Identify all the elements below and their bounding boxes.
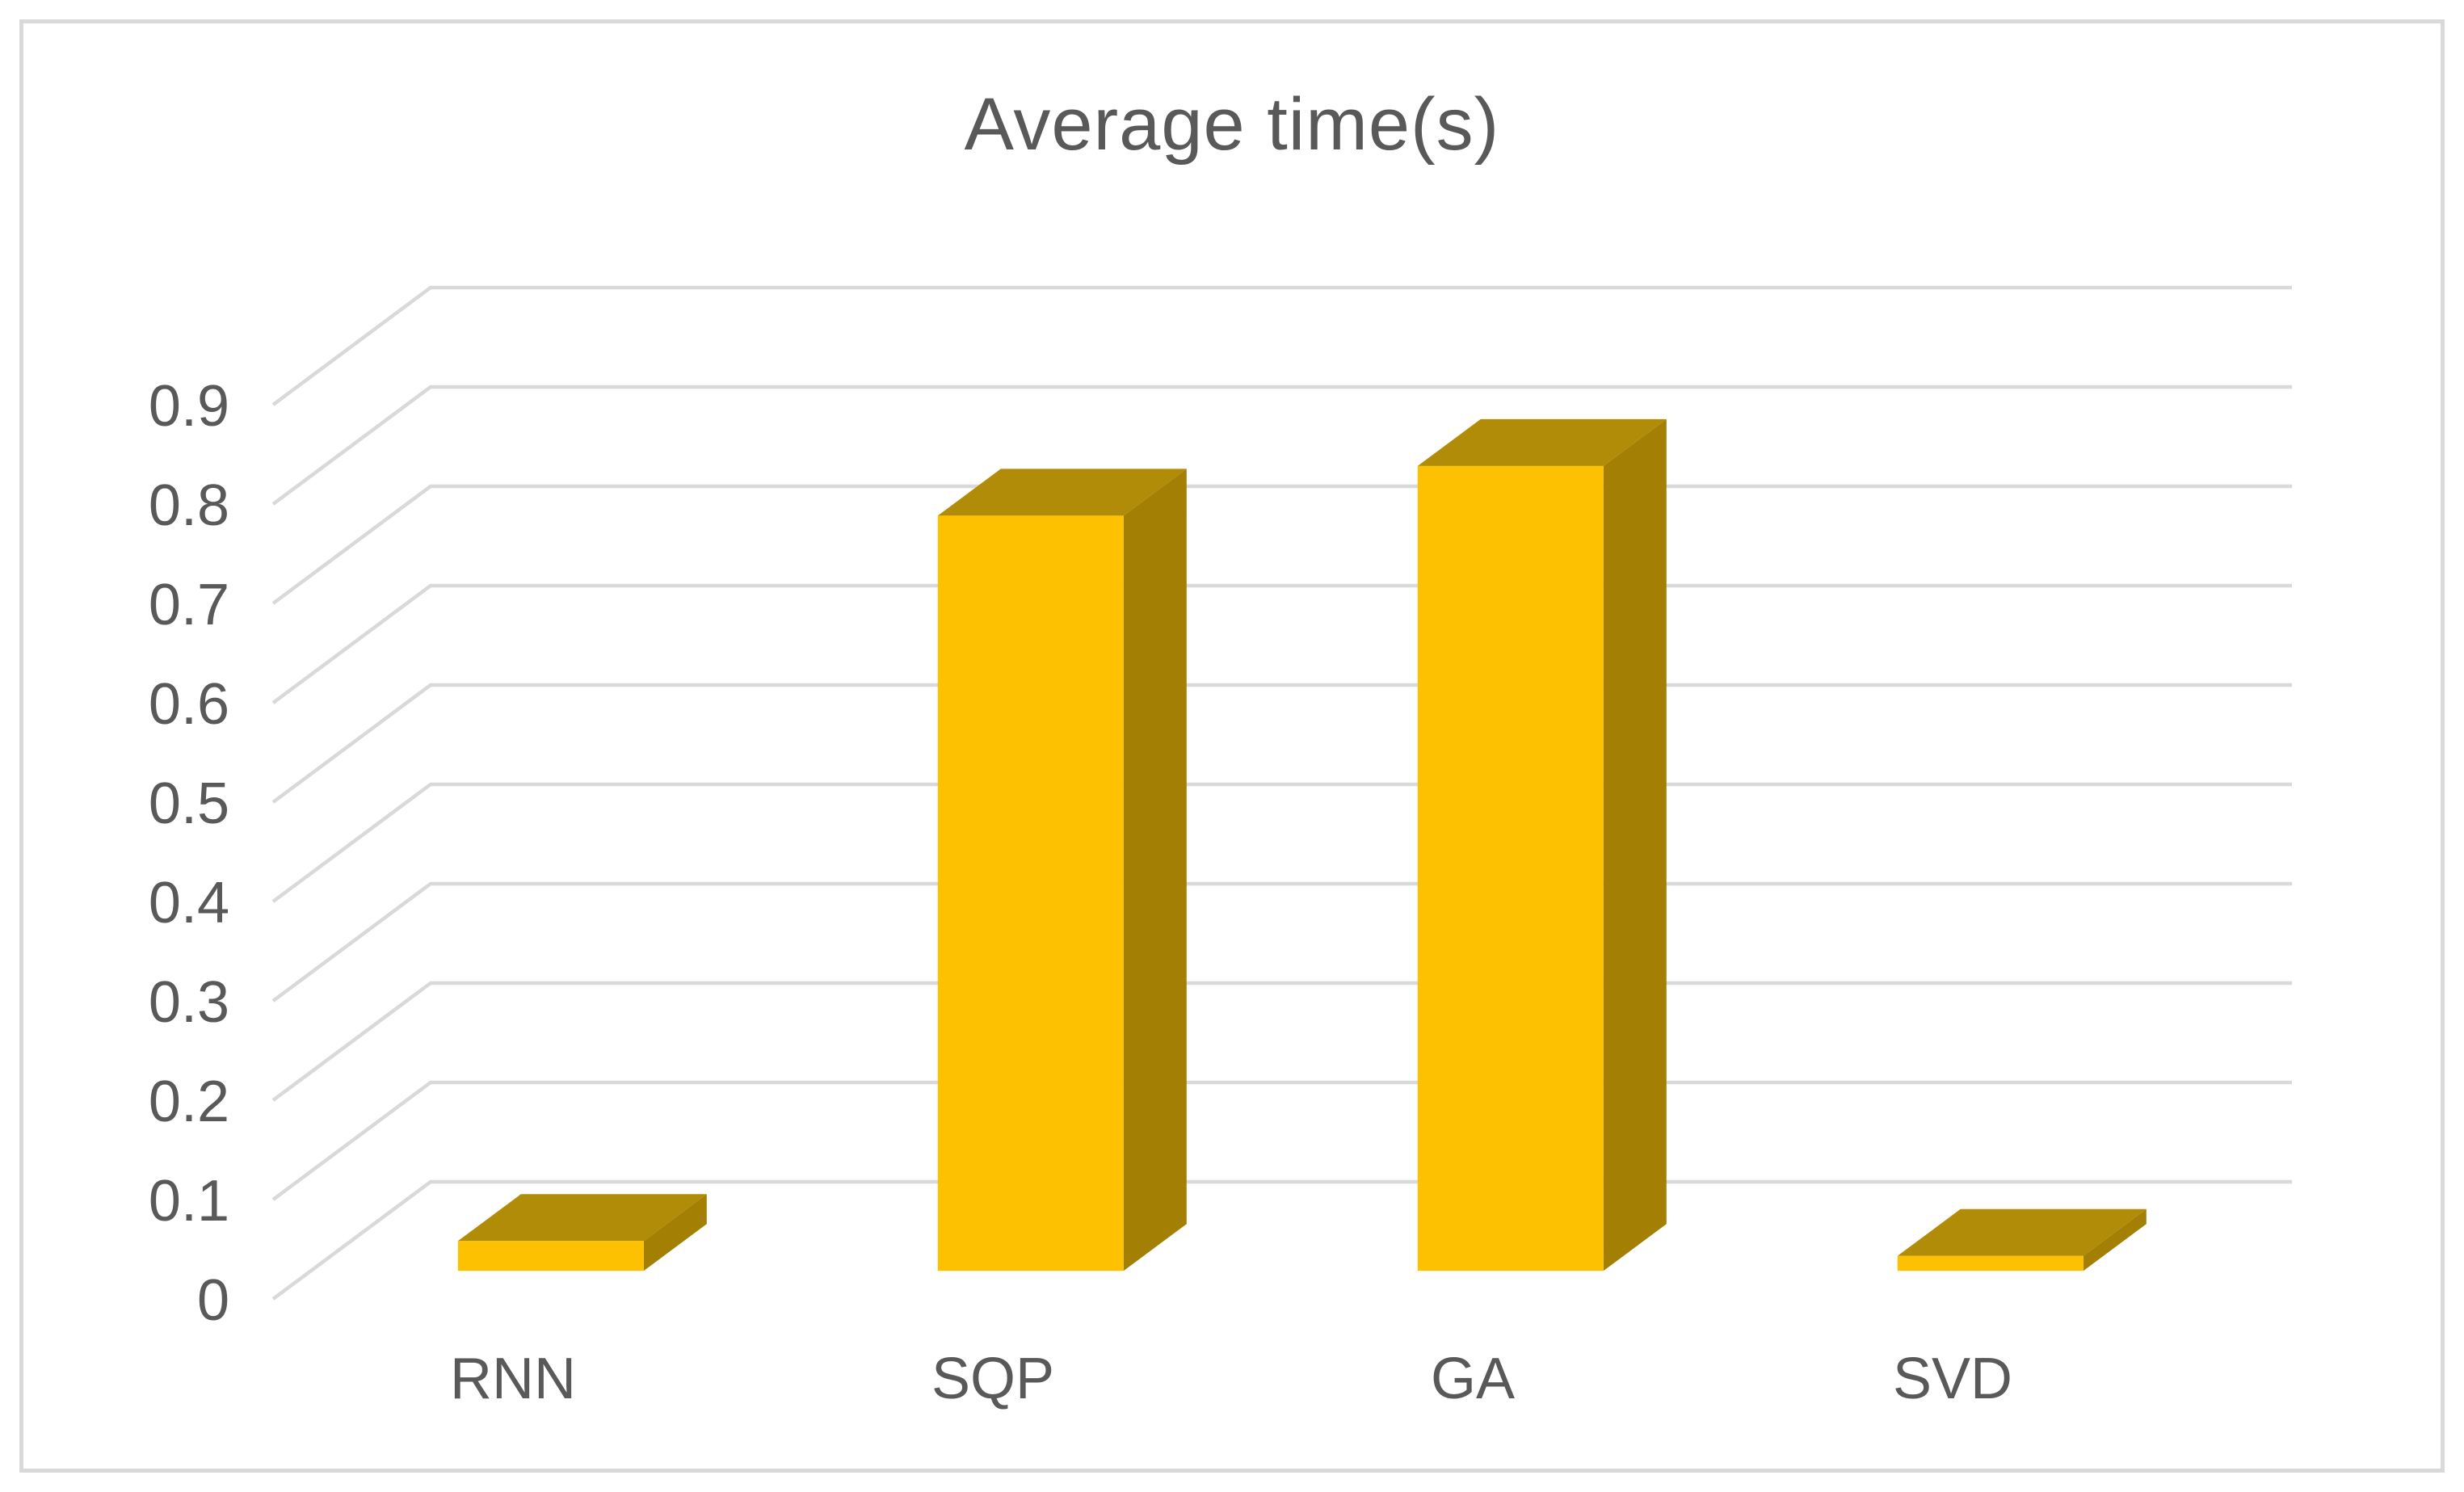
bar-front-face [1897,1255,2083,1271]
gridline [271,782,2292,903]
y-tick-label: 0.1 [149,1169,229,1234]
gridline [271,1080,2292,1201]
bar-ga [1417,418,1667,1271]
y-tick-label: 0.7 [149,573,229,637]
bar-rnn [457,1194,707,1271]
bar-top-face [937,469,1187,516]
gridline [271,583,2292,704]
x-category-label: GA [1431,1347,1515,1411]
x-category-label: SVD [1893,1347,2012,1411]
bar-side-face [2083,1208,2147,1271]
gridline [271,385,2292,506]
gridline [271,285,2292,406]
chart-title: Average time(s) [964,83,1500,166]
gridline [271,981,2292,1102]
x-category-label: SQP [931,1347,1054,1411]
y-tick-label: 0 [197,1268,229,1333]
bar-side-face [643,1194,707,1271]
bar-front-face [1417,465,1604,1271]
bar-side-face [1123,469,1187,1271]
y-tick-label: 0.2 [149,1070,229,1134]
y-tick-label: 0.4 [149,871,229,935]
gridline [271,484,2292,605]
bar-svd [1897,1208,2147,1271]
bar-top-face [1897,1208,2147,1256]
x-category-label: RNN [450,1347,576,1411]
y-tick-label: 0.8 [149,473,229,538]
gridline [271,1179,2292,1301]
y-tick-label: 0.5 [149,771,229,836]
gridline [271,881,2292,1002]
y-tick-label: 0.6 [149,672,229,737]
bar-front-face [457,1241,644,1271]
gridline [271,683,2292,804]
bar-front-face [937,515,1124,1271]
y-tick-label: 0.3 [149,970,229,1035]
bar-top-face [1417,418,1667,466]
y-tick-label: 0.9 [149,374,229,439]
bar-sqp [937,469,1187,1271]
bar-top-face [457,1194,707,1242]
bar-side-face [1603,418,1667,1271]
